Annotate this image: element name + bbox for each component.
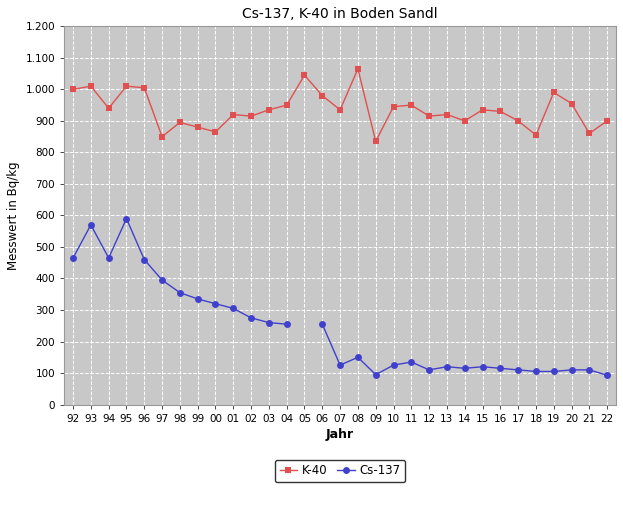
K-40 [390, 103, 397, 110]
K-40 [87, 83, 95, 90]
K-40 [69, 86, 77, 93]
Cs-137 [283, 321, 290, 328]
K-40 [283, 102, 290, 108]
K-40 [354, 66, 361, 72]
Cs-137 [69, 255, 77, 261]
K-40 [265, 107, 273, 113]
Y-axis label: Messwert in Bq/kg: Messwert in Bq/kg [7, 161, 20, 270]
X-axis label: Jahr: Jahr [326, 428, 354, 441]
Cs-137 [265, 320, 273, 326]
K-40 [461, 118, 468, 124]
Line: Cs-137: Cs-137 [70, 215, 290, 328]
K-40 [301, 72, 308, 78]
K-40 [105, 105, 112, 111]
K-40 [141, 85, 148, 91]
K-40 [229, 111, 237, 118]
K-40 [443, 111, 450, 118]
K-40 [515, 118, 522, 124]
K-40 [247, 113, 255, 119]
K-40 [532, 132, 540, 138]
Title: Cs-137, K-40 in Boden Sandl: Cs-137, K-40 in Boden Sandl [242, 7, 438, 21]
Cs-137 [229, 305, 237, 312]
Line: K-40: K-40 [70, 66, 610, 144]
Cs-137 [123, 215, 130, 222]
Cs-137 [212, 301, 219, 307]
K-40 [479, 107, 487, 113]
K-40 [176, 119, 184, 126]
Cs-137 [87, 222, 95, 228]
Cs-137 [247, 315, 255, 321]
K-40 [497, 108, 504, 114]
K-40 [407, 102, 415, 108]
K-40 [212, 129, 219, 135]
K-40 [604, 118, 611, 124]
K-40 [123, 83, 130, 90]
K-40 [372, 138, 379, 145]
Cs-137 [141, 257, 148, 263]
K-40 [158, 134, 166, 140]
K-40 [194, 124, 201, 130]
K-40 [550, 89, 558, 95]
Cs-137 [105, 255, 112, 261]
K-40 [336, 107, 344, 113]
Cs-137 [194, 296, 201, 302]
K-40 [426, 113, 433, 119]
Cs-137 [176, 289, 184, 296]
Legend: K-40, Cs-137: K-40, Cs-137 [275, 460, 406, 482]
K-40 [318, 92, 326, 99]
Cs-137 [158, 277, 166, 283]
K-40 [568, 100, 575, 107]
K-40 [586, 130, 593, 137]
